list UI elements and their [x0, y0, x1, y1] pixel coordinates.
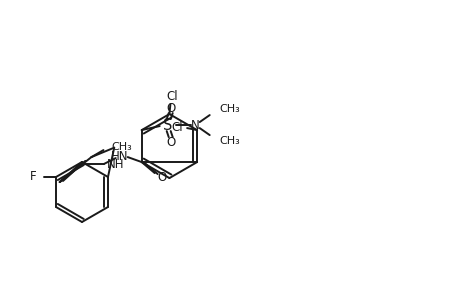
Text: CH₃: CH₃ [111, 142, 132, 152]
Text: Cl: Cl [166, 90, 178, 103]
Text: F: F [29, 170, 36, 184]
Text: O: O [166, 136, 175, 148]
Text: CH₃: CH₃ [219, 104, 240, 114]
Text: CH₃: CH₃ [219, 136, 240, 146]
Text: S: S [162, 118, 172, 133]
Text: O: O [166, 102, 175, 115]
Text: O: O [157, 171, 166, 184]
Text: Cl: Cl [171, 121, 183, 134]
Text: HN: HN [111, 150, 128, 163]
Text: NH: NH [106, 158, 123, 171]
Text: N: N [191, 118, 200, 132]
